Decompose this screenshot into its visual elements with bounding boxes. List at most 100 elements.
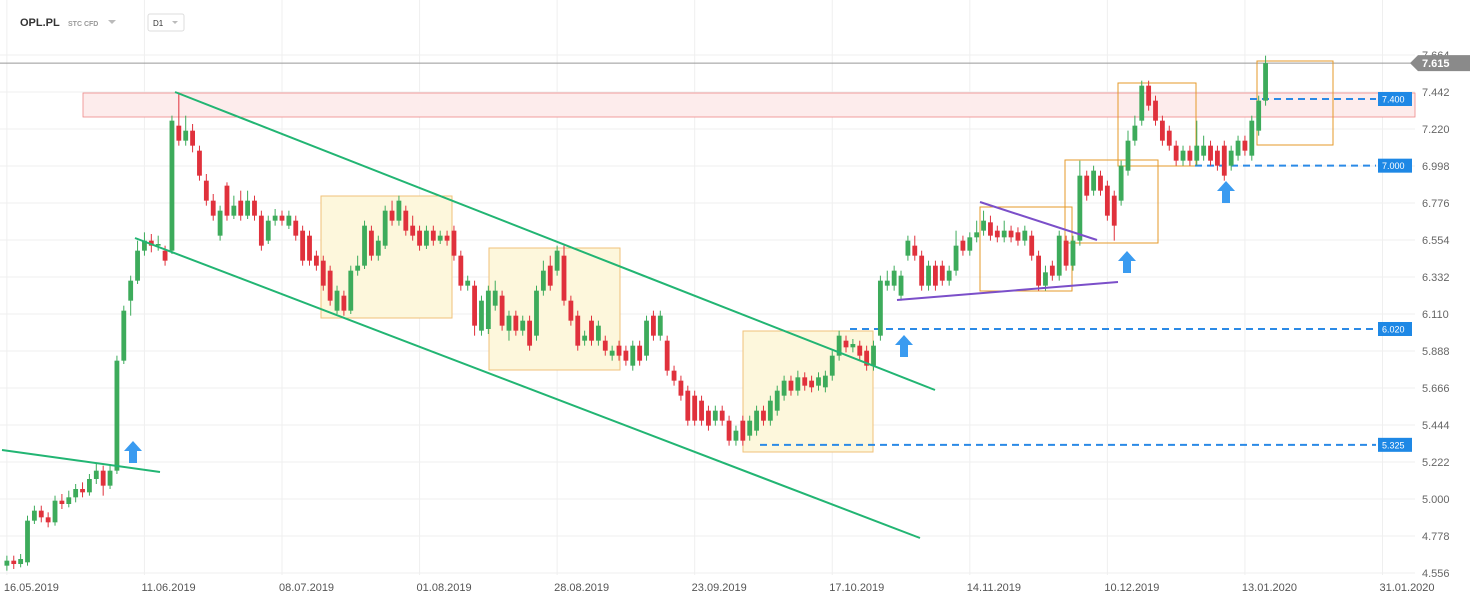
candle-body: [107, 470, 113, 486]
candle-body: [747, 420, 753, 436]
candle-body: [527, 320, 533, 346]
candle-body: [898, 275, 904, 296]
candle-body: [1104, 185, 1110, 216]
candle-body: [1084, 175, 1090, 196]
candle-body: [224, 185, 230, 216]
x-tick-label: 28.08.2019: [554, 582, 609, 594]
candle-body: [685, 390, 691, 421]
candle-body: [458, 255, 464, 286]
candle-body: [657, 315, 663, 336]
candle-body: [905, 240, 911, 256]
candle-body: [162, 250, 168, 261]
candle-body: [451, 230, 457, 256]
candle-body: [712, 410, 718, 421]
candle-body: [671, 370, 677, 381]
candle-body: [582, 335, 588, 341]
candle-body: [534, 290, 539, 336]
candle-body: [575, 315, 581, 346]
y-tick-label: 6.776: [1422, 198, 1450, 210]
y-tick-label: 4.778: [1422, 531, 1450, 543]
dropdown-caret[interactable]: [108, 20, 116, 24]
candle-body: [912, 245, 918, 256]
candle-body: [479, 300, 484, 331]
pattern-box: [1064, 159, 1159, 244]
x-tick-label: 17.10.2019: [829, 582, 884, 594]
grid: [0, 0, 1415, 575]
y-tick-label: 6.332: [1422, 272, 1450, 284]
x-tick-label: 16.05.2019: [4, 582, 59, 594]
candle-body: [80, 489, 85, 493]
candle-body: [843, 340, 849, 348]
candle-body: [919, 255, 925, 286]
candle-body: [1063, 240, 1069, 266]
candle-body: [1242, 140, 1248, 151]
candle-body: [1263, 63, 1268, 101]
candle-body: [809, 380, 815, 388]
candle-body: [1201, 145, 1207, 156]
y-tick-label: 4.556: [1422, 568, 1450, 580]
candle-body: [73, 489, 79, 498]
candle-body: [994, 230, 1000, 238]
y-tick-label: 6.110: [1422, 309, 1449, 321]
candle-body: [203, 180, 209, 201]
up-arrow: [1217, 181, 1235, 203]
candle-body: [1132, 125, 1138, 141]
candle-body: [884, 280, 890, 286]
candle-body: [389, 210, 395, 221]
last-price-label: 7.615: [1422, 58, 1450, 70]
candle-body: [988, 222, 993, 236]
trend-line: [896, 281, 1119, 301]
level-tag: [1378, 158, 1412, 173]
interval-select[interactable]: [147, 13, 185, 32]
candle-body: [1049, 265, 1055, 276]
x-tick-label: 14.11.2019: [967, 582, 1021, 594]
candle-body: [1125, 140, 1131, 171]
candle-body: [197, 150, 202, 176]
candle-body: [114, 360, 120, 471]
candle-body: [1194, 145, 1200, 161]
up-arrow: [1118, 251, 1136, 273]
candle-body: [59, 500, 65, 504]
candle-body: [313, 255, 319, 266]
candle-body: [616, 345, 622, 356]
x-tick-label: 10.12.2019: [1104, 582, 1159, 594]
level-tag: [1378, 92, 1412, 106]
candle-body: [485, 290, 491, 329]
candle-body: [238, 200, 244, 216]
candle-body: [142, 240, 147, 251]
candle-body: [767, 400, 773, 421]
candle-body: [66, 497, 72, 504]
candle-body: [857, 345, 863, 356]
candle-body: [424, 230, 429, 246]
candle-body: [307, 235, 312, 261]
candle-body: [1187, 150, 1193, 161]
candle-body: [1001, 230, 1007, 238]
candle-body: [1043, 272, 1048, 286]
x-tick-label: 31.01.2020: [1379, 582, 1434, 594]
level-label: 6.020: [1382, 325, 1405, 335]
candle-body: [1091, 170, 1097, 191]
candle-body: [1111, 195, 1117, 226]
candle-body: [506, 315, 512, 331]
candle-body: [334, 290, 340, 311]
x-tick-label: 08.07.2019: [279, 582, 334, 594]
candle-body: [25, 520, 30, 563]
candle-body: [293, 220, 299, 236]
arrows: [124, 181, 1235, 463]
up-arrow: [895, 335, 913, 357]
candle-body: [1159, 120, 1165, 141]
candle-body: [183, 130, 189, 141]
candle-body: [128, 280, 134, 301]
candle-body: [31, 510, 37, 521]
highlight-box: [488, 247, 621, 371]
trend-line: [134, 237, 921, 539]
candle-body: [18, 559, 24, 564]
candle-body: [217, 210, 223, 236]
candle-body: [877, 280, 883, 336]
candle-body: [1173, 145, 1179, 161]
candle-body: [816, 377, 821, 386]
level-tag: [1378, 437, 1412, 452]
candle-body: [327, 270, 333, 301]
